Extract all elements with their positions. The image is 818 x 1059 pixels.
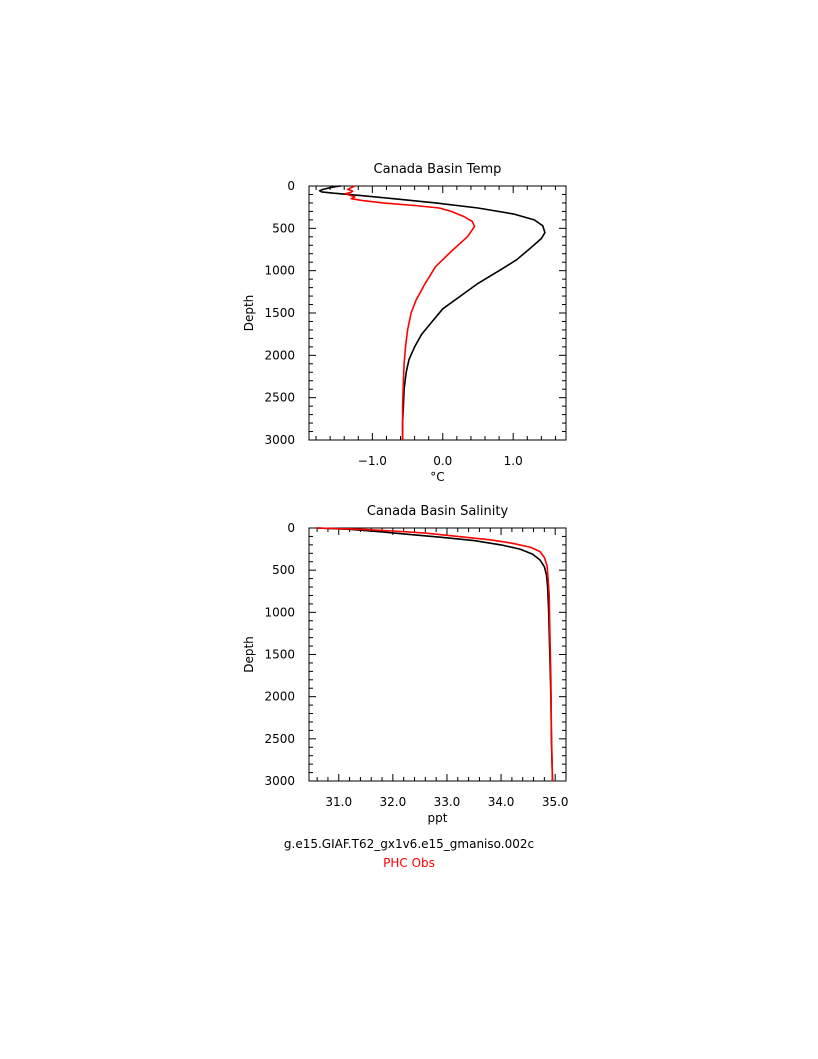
y-tick-label: 1000 — [264, 264, 295, 278]
x-tick-label: 1.0 — [504, 454, 523, 468]
y-tick-label: 2500 — [264, 391, 295, 405]
y-tick-label: 0 — [287, 179, 295, 193]
y-tick-label: 1000 — [264, 605, 295, 619]
y-tick-label: 500 — [272, 563, 295, 577]
obs-series-line — [317, 527, 554, 782]
x-tick-label: 33.0 — [434, 795, 461, 809]
x-tick-label: 34.0 — [488, 795, 515, 809]
y-tick-label: 2500 — [264, 732, 295, 746]
legend-model-label: g.e15.GIAF.T62_gx1v6.e15_gmaniso.002c — [283, 837, 535, 851]
x-axis-label: ppt — [428, 811, 448, 825]
plot-frame — [308, 527, 567, 782]
chart-title: Canada Basin Temp — [374, 162, 502, 177]
y-tick-label: 500 — [272, 221, 295, 235]
y-axis-label: Depth — [242, 295, 256, 332]
y-tick-label: 2000 — [264, 348, 295, 362]
obs-series-line — [344, 185, 476, 440]
x-tick-label: −1.0 — [358, 454, 387, 468]
salinity-chart: Canada Basin Salinity 0 500 1000 1500 2000 250… — [242, 504, 569, 825]
x-tick-label: 31.0 — [325, 795, 352, 809]
x-tick-label: 0.0 — [433, 454, 452, 468]
model-series-line — [317, 527, 554, 782]
x-tick-label: 35.0 — [542, 795, 569, 809]
y-tick-label: 2000 — [264, 690, 295, 704]
y-axis-label: Depth — [242, 636, 256, 673]
plot-frame — [308, 185, 567, 441]
y-tick-label: 3000 — [264, 433, 295, 447]
y-tick-label: 1500 — [264, 306, 295, 320]
y-tick-label: 3000 — [264, 774, 295, 788]
legend-obs-label: PHC Obs — [383, 856, 435, 870]
x-tick-label: 32.0 — [380, 795, 407, 809]
temp-chart: Canada Basin Temp 0 500 1000 1500 2000 2500 300… — [242, 162, 567, 484]
model-series-line — [318, 185, 546, 440]
chart-title: Canada Basin Salinity — [367, 504, 509, 519]
y-tick-label: 0 — [287, 521, 295, 535]
x-axis-label: °C — [430, 470, 444, 484]
y-tick-label: 1500 — [264, 648, 295, 662]
